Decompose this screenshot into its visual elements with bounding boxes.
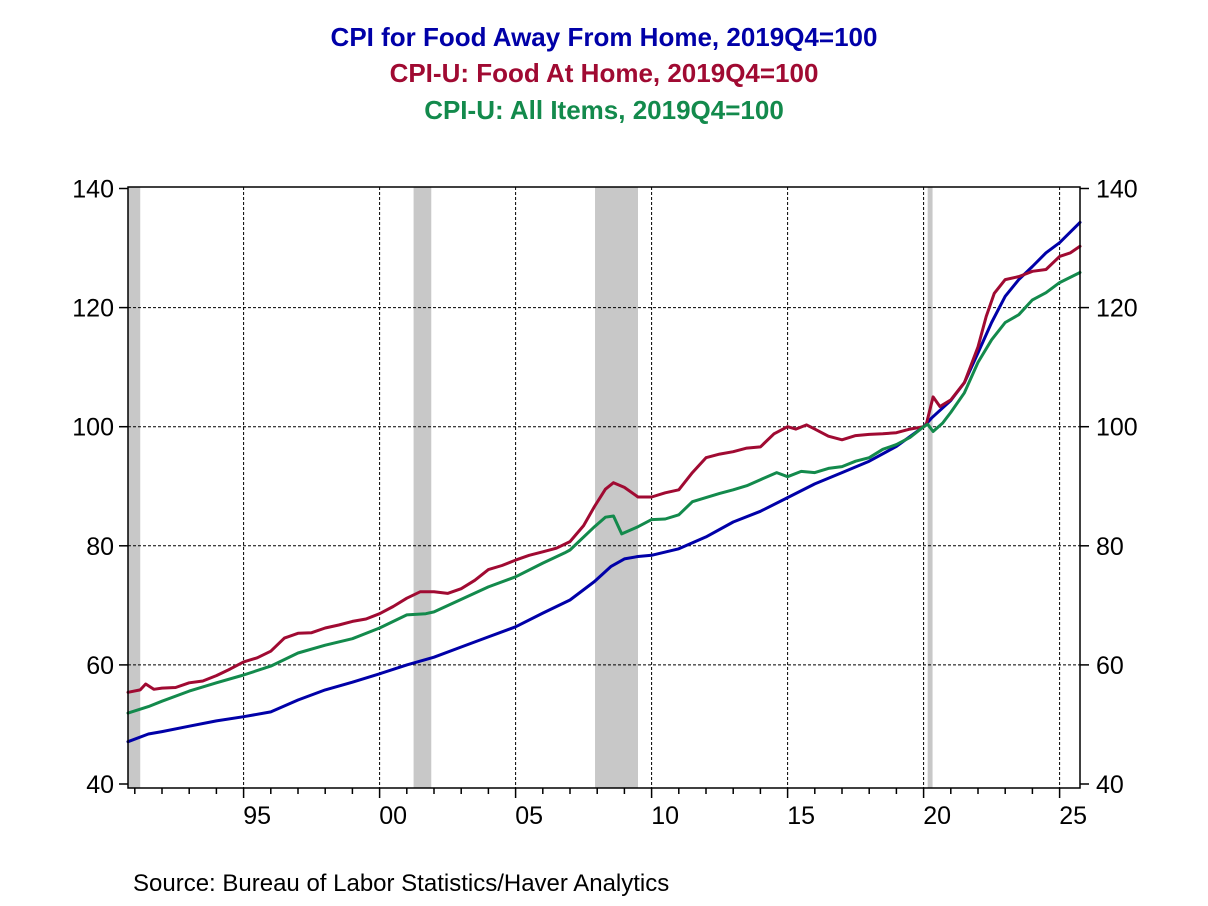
gridlines — [128, 187, 1080, 788]
y-tick-label-left: 140 — [72, 176, 114, 204]
series-line-2 — [126, 271, 1082, 715]
chart-title-food-away: CPI for Food Away From Home, 2019Q4=100 — [330, 22, 878, 52]
y-tick-label-right: 140 — [1096, 176, 1138, 204]
x-tick-label: 15 — [787, 802, 815, 830]
line-chart: 40 40 60 60 80 80 100 100 120 120 140 140 95 00 05 10 15… — [72, 176, 1137, 831]
y-tick-label-right: 40 — [1096, 771, 1124, 799]
recession-band — [128, 187, 141, 788]
x-tick-label: 05 — [515, 802, 543, 830]
source-note: Source: Bureau of Labor Statistics/Haver… — [133, 870, 670, 897]
series-lines — [126, 220, 1082, 744]
y-tick-label-right: 120 — [1096, 295, 1138, 323]
y-tick-label-left: 80 — [86, 533, 114, 561]
x-tick-label: 20 — [923, 802, 951, 830]
chart-title-food-at-home: CPI-U: Food At Home, 2019Q4=100 — [389, 58, 819, 88]
recession-band — [413, 187, 432, 788]
recession-shading — [128, 187, 933, 788]
series-line-1 — [126, 244, 1082, 694]
chart-title-all-items: CPI-U: All Items, 2019Q4=100 — [424, 95, 784, 125]
axes: 40 40 60 60 80 80 100 100 120 120 140 140 95 00 05 10 15… — [72, 176, 1137, 831]
recession-band — [595, 187, 638, 788]
y-tick-label-left: 120 — [72, 295, 114, 323]
y-tick-label-right: 60 — [1096, 652, 1124, 680]
y-tick-label-left: 60 — [86, 652, 114, 680]
x-tick-label: 95 — [243, 802, 271, 830]
y-tick-label-right: 100 — [1096, 414, 1138, 442]
plot-frame — [127, 186, 1081, 789]
x-tick-label: 25 — [1059, 802, 1087, 830]
y-tick-label-left: 40 — [86, 771, 114, 799]
y-tick-label-right: 80 — [1096, 533, 1124, 561]
y-tick-label-left: 100 — [72, 414, 114, 442]
x-tick-label: 10 — [651, 802, 679, 830]
recession-band — [927, 187, 933, 788]
x-tick-label: 00 — [379, 802, 407, 830]
series-line-0 — [126, 220, 1082, 744]
